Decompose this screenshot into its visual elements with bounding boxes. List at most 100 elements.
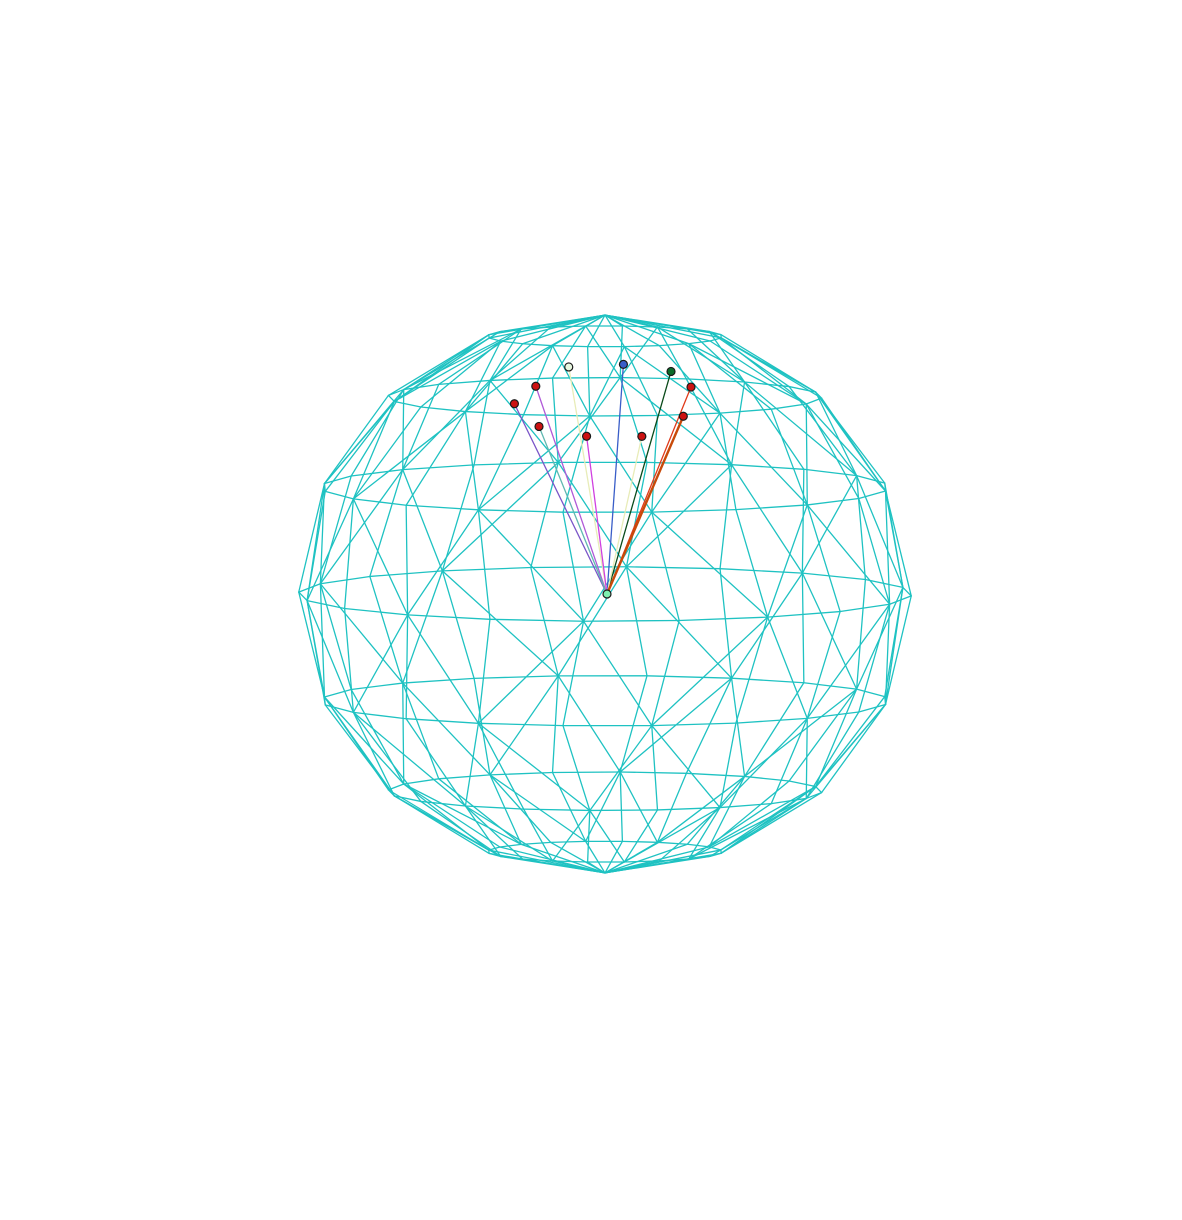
mesh-edge — [623, 809, 659, 863]
mesh-edge — [319, 475, 352, 585]
mesh-edge — [402, 677, 475, 684]
mesh-edge — [820, 703, 887, 794]
vector-line-10 — [605, 415, 685, 596]
mesh-edge — [806, 497, 860, 506]
mesh-edge — [489, 326, 552, 382]
mesh-edge — [855, 474, 867, 581]
mesh-edge — [770, 717, 808, 805]
mesh-edge — [319, 482, 326, 585]
mesh-edge — [619, 326, 659, 379]
mesh-edge — [766, 504, 808, 618]
mesh-edge — [530, 566, 559, 677]
mesh-edge — [619, 771, 659, 843]
mesh-edge — [352, 711, 407, 720]
mesh-edge — [858, 703, 887, 713]
mesh-edge — [562, 725, 591, 812]
mesh-edge — [730, 381, 746, 466]
mesh-edge — [766, 616, 808, 720]
mesh-edge — [855, 474, 904, 589]
mesh-edge — [584, 325, 621, 379]
mesh-edge — [323, 475, 352, 485]
mesh-edge — [770, 403, 807, 410]
mesh-edge — [343, 498, 355, 610]
mesh-edge — [651, 412, 721, 513]
mesh-edge — [402, 682, 405, 785]
mesh-edge — [855, 688, 886, 698]
mesh-edge — [651, 722, 737, 727]
mesh-edge — [688, 342, 772, 410]
mesh-edge — [298, 583, 322, 593]
mesh-edge — [855, 578, 867, 690]
mesh-edge — [589, 724, 653, 812]
mesh-edge — [477, 618, 491, 724]
mesh-edge — [619, 376, 733, 466]
mesh-edge — [884, 586, 904, 706]
mesh-edge — [405, 504, 480, 511]
mesh-edge — [801, 468, 805, 574]
mesh-edge — [520, 326, 552, 330]
mesh-edge — [884, 603, 891, 706]
mesh-edge — [477, 509, 564, 513]
vector-endpoint-10 — [678, 411, 688, 421]
mesh-edge — [441, 461, 559, 572]
mesh-edge — [402, 383, 440, 471]
mesh-edge — [473, 379, 491, 466]
mesh-edge — [350, 688, 405, 785]
mesh-edge — [319, 468, 404, 585]
mesh-edge — [788, 385, 858, 477]
mesh-edge — [685, 772, 746, 778]
mesh-edge — [604, 314, 660, 347]
mesh-edge — [685, 378, 746, 383]
mesh-edge — [858, 603, 891, 713]
mesh-edge — [806, 711, 860, 720]
mesh-edge — [499, 846, 606, 874]
mesh-edge — [499, 843, 522, 848]
mesh-edge — [562, 620, 585, 727]
mesh-edge — [473, 675, 559, 680]
mesh-edge — [688, 802, 772, 860]
mesh-edge — [403, 383, 440, 391]
mesh-edge — [656, 326, 689, 330]
mesh-edge — [651, 724, 721, 809]
mesh-edge — [743, 381, 805, 470]
mesh-edge — [651, 619, 680, 727]
mesh-edge — [584, 840, 606, 874]
mesh-edge — [743, 381, 858, 477]
mesh-edge — [719, 408, 772, 414]
mesh-edge — [403, 778, 440, 785]
mesh-edge — [489, 774, 587, 843]
mesh-edge — [298, 591, 308, 602]
mesh-edge — [623, 345, 721, 414]
mesh-edge — [884, 490, 891, 605]
mesh-edge — [720, 785, 817, 854]
vector-line-8 — [585, 435, 608, 595]
vector-line-4 — [606, 363, 625, 595]
mesh-edge — [651, 511, 769, 618]
mesh-edge — [621, 325, 659, 328]
mesh-edge — [814, 695, 886, 788]
mesh-edge — [719, 717, 808, 809]
mesh-edge — [352, 711, 467, 807]
mesh-edge — [805, 403, 860, 500]
mesh-edge — [387, 388, 405, 397]
vector-line-7 — [538, 425, 608, 595]
mesh-edge — [438, 778, 522, 846]
mesh-edge — [464, 805, 554, 862]
mesh-edge — [688, 342, 807, 405]
mesh-edge — [735, 717, 808, 724]
mesh-edge — [884, 490, 912, 597]
mesh-edge — [352, 614, 409, 714]
mesh-edge — [586, 314, 606, 348]
mesh-edge — [656, 841, 689, 845]
mesh-edge — [766, 610, 841, 618]
mesh-edge — [686, 328, 746, 383]
mesh-edge — [820, 397, 887, 492]
mesh-edge — [623, 344, 660, 348]
vector-endpoint-1 — [509, 399, 520, 409]
mesh-edge — [477, 722, 525, 810]
mesh-edge — [589, 809, 659, 812]
mesh-edge — [656, 775, 746, 843]
mesh-edge — [806, 610, 841, 720]
mesh-edge — [323, 696, 405, 785]
mesh-edge — [730, 572, 804, 679]
